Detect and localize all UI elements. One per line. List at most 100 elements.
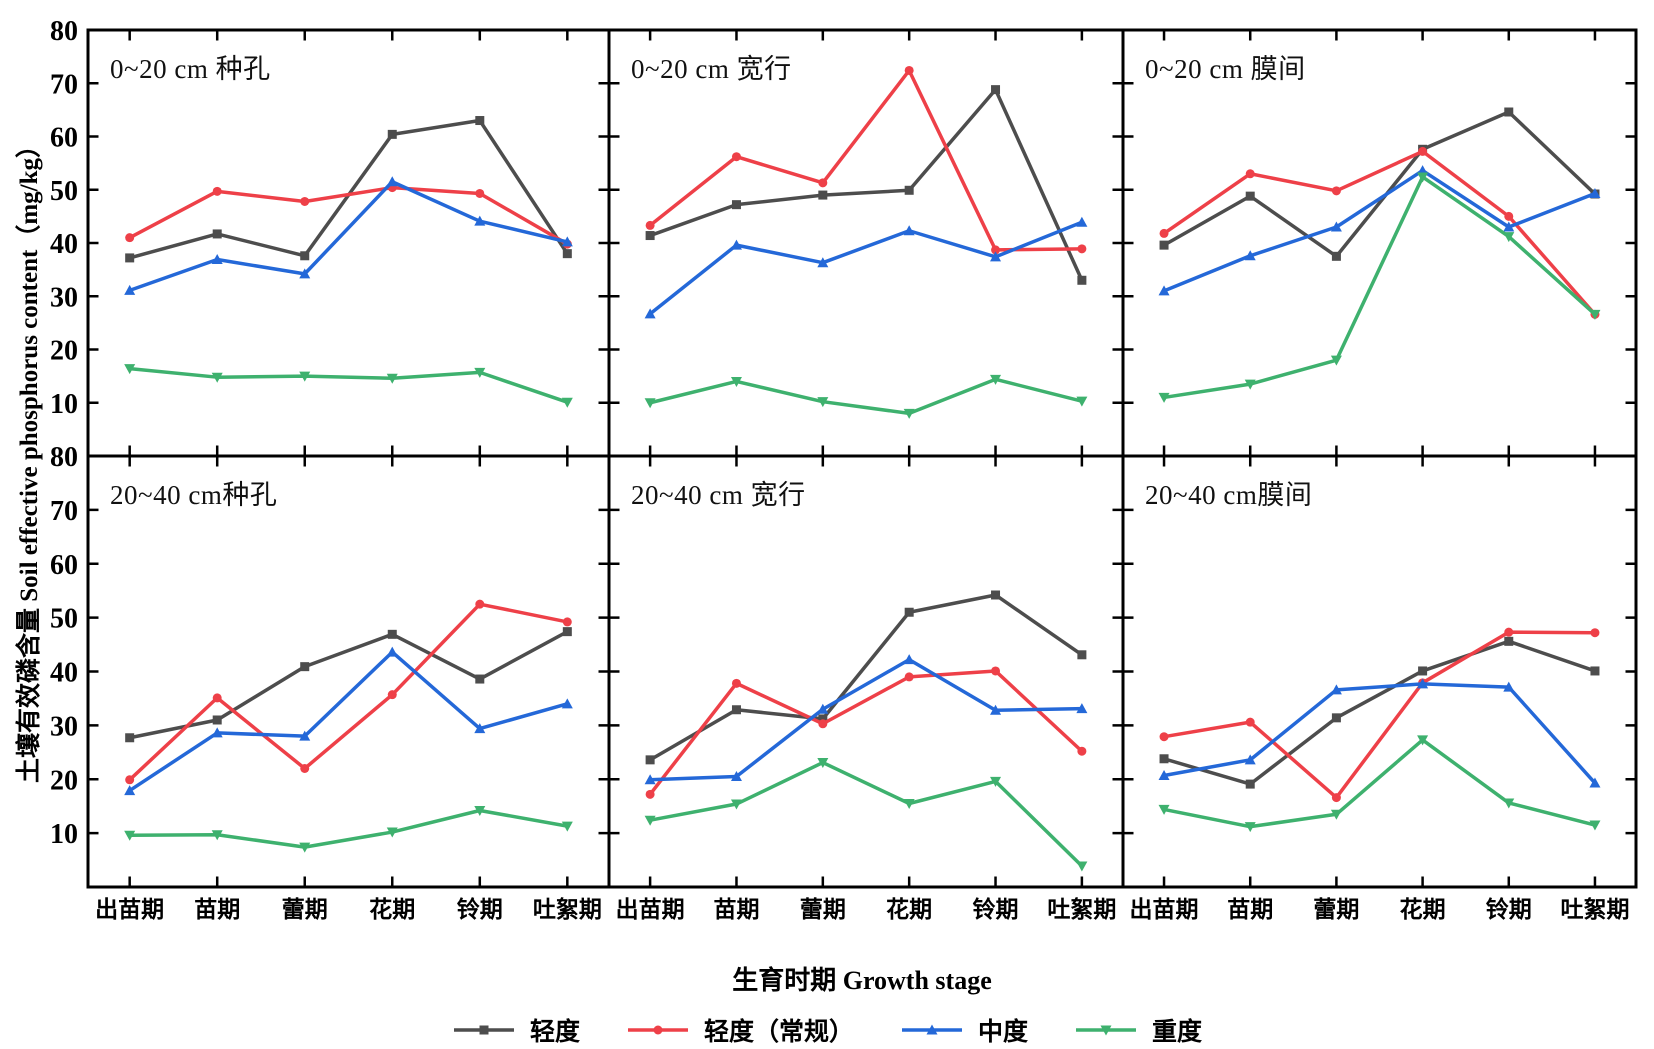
square-marker (818, 714, 828, 724)
square-marker (1245, 191, 1255, 201)
square-marker (125, 253, 135, 263)
series-line (1163, 175, 1597, 400)
circle-marker (653, 1025, 663, 1035)
triangle-up-marker (124, 284, 136, 295)
circle-marker (731, 152, 741, 162)
x-tick-label: 花期 (886, 897, 932, 922)
circle-marker (1418, 146, 1428, 156)
triangle-down-marker (1244, 379, 1256, 390)
y-tick-label: 10 (50, 389, 78, 420)
triangle-up-marker (1244, 250, 1256, 261)
triangle-up-marker (644, 308, 656, 319)
x-tick-label: 花期 (1400, 897, 1446, 922)
square-marker (1077, 650, 1087, 660)
legend-label: 重度 (1152, 1019, 1203, 1046)
square-marker (300, 662, 310, 672)
circle-marker (904, 65, 914, 75)
triangle-down-marker (1589, 309, 1601, 320)
x-tick-label: 蕾期 (800, 897, 846, 922)
triangle-up-marker (386, 176, 398, 187)
x-tick-label: 花期 (369, 897, 415, 922)
y-tick-label: 80 (50, 442, 78, 473)
triangle-down-marker (474, 805, 486, 816)
series-line (649, 377, 1083, 416)
triangle-down-marker (386, 827, 398, 838)
legend-item-zhongdu-severe: 重度 (1074, 1012, 1202, 1048)
legend-label: 轻度 (529, 1019, 580, 1046)
series-triangle-up (1158, 165, 1601, 296)
circle-marker (1331, 186, 1341, 196)
series-triangle-up (124, 646, 573, 796)
triangle-up-marker (1589, 777, 1601, 788)
square-marker (1418, 666, 1428, 676)
square-marker (818, 190, 828, 200)
square-marker (731, 200, 741, 210)
y-tick-label: 30 (50, 282, 78, 313)
circle-marker (731, 678, 741, 688)
series-triangle-up (644, 654, 1088, 785)
panel-5 (1121, 454, 1638, 889)
triangle-down-marker (1100, 1025, 1112, 1036)
circle-marker (645, 789, 655, 799)
square-marker (1331, 251, 1341, 261)
triangle-down-marker (1589, 820, 1601, 831)
x-tick-label: 蕾期 (282, 897, 328, 922)
triangle-down-marker (474, 367, 486, 378)
series-line (649, 593, 1083, 762)
panel-border (607, 454, 1125, 889)
y-tick-label: 80 (50, 16, 78, 47)
series-line (128, 185, 569, 246)
series-triangle-down (124, 364, 573, 408)
series-triangle-down (1158, 172, 1601, 403)
square-marker (1159, 240, 1169, 250)
circle-marker (212, 693, 222, 703)
triangle-down-marker (1503, 798, 1515, 809)
square-marker (1331, 713, 1341, 723)
triangle-down-marker (1158, 804, 1170, 815)
panel-border (86, 454, 611, 889)
triangle-up-marker (561, 236, 573, 247)
triangle-down-marker (1244, 822, 1256, 833)
triangle-up-marker (1330, 684, 1342, 695)
circle-marker (1245, 169, 1255, 179)
series-square (125, 116, 572, 263)
panel-border (1121, 454, 1638, 889)
triangle-up-marker (817, 703, 829, 714)
triangle-down-marker (1076, 861, 1088, 872)
triangle-up-marker (1158, 285, 1170, 296)
square-marker (562, 627, 572, 637)
series-circle (125, 183, 572, 249)
square-marker (1159, 754, 1169, 764)
square-marker (479, 1025, 489, 1035)
square-marker (1590, 666, 1600, 676)
triangle-down-marker (211, 372, 223, 383)
panel-title-0-20-mojian: 0~20 cm 膜间 (1145, 54, 1306, 84)
circle-marker (1159, 228, 1169, 238)
circle-marker (475, 188, 485, 198)
circle-marker (991, 245, 1001, 255)
series-line (1163, 110, 1597, 259)
panel-0 (86, 28, 611, 458)
panel-1 (607, 28, 1125, 458)
circle-marker (125, 233, 135, 243)
x-tick-label: 吐絮期 (1047, 896, 1116, 922)
x-axis-title: 生育时期 Growth stage (732, 966, 992, 995)
legend-item-qingdu: 轻度 (452, 1012, 580, 1048)
triangle-down-marker (990, 374, 1002, 385)
square-marker (991, 85, 1001, 95)
triangle-down-marker (817, 397, 829, 408)
triangle-up-marker (990, 251, 1002, 262)
y-tick-label: 50 (50, 604, 78, 635)
triangle-down-marker (561, 821, 573, 832)
circle-marker (562, 617, 572, 627)
series-line (1163, 682, 1597, 785)
x-tick-label: 苗期 (1227, 897, 1273, 922)
triangle-up-marker (903, 225, 915, 236)
y-tick-label: 40 (50, 658, 78, 689)
series-line (128, 602, 568, 782)
circle-marker (1159, 732, 1169, 742)
square-marker (212, 229, 222, 239)
legend-swatch-zhongdu-severe (1076, 1025, 1137, 1036)
legend-item-zhongdu: 中度 (900, 1012, 1028, 1048)
triangle-down-marker (124, 364, 136, 375)
